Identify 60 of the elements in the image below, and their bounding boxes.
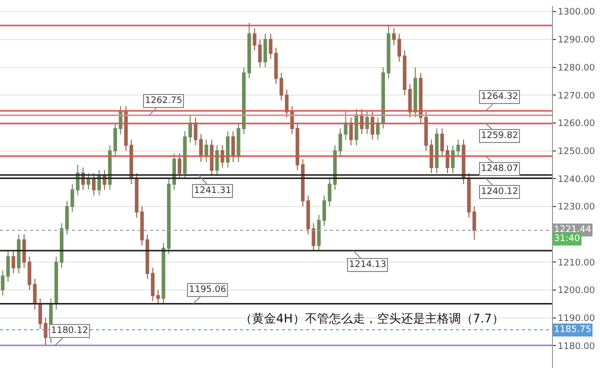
candlestick (418, 72, 423, 124)
y-tick-label: 1260.00 (558, 119, 596, 130)
y-tick-label: 1180.00 (558, 342, 596, 352)
candlestick (365, 111, 369, 135)
candlestick (456, 139, 460, 157)
candlestick (188, 114, 192, 143)
candlestick (92, 172, 96, 196)
candlestick (322, 194, 326, 226)
candlestick (12, 250, 16, 274)
y-tick-label: 1190.00 (558, 314, 596, 324)
candlestick (183, 130, 187, 180)
text: 31:40 (554, 234, 580, 244)
ref-line-label: 1241.31 (194, 186, 232, 196)
ref-line-label: 1180.12 (51, 326, 88, 336)
candlestick (113, 122, 118, 157)
y-tick-label: 1290.00 (558, 36, 596, 46)
candlestick (150, 267, 155, 302)
candlestick (414, 66, 418, 118)
candlestick (156, 290, 160, 304)
candlestick (54, 256, 58, 310)
ref-line-label: 1185.75 (554, 325, 592, 335)
y-tick-label: 1200.00 (558, 286, 596, 296)
candlestick (263, 33, 268, 68)
candlestick (376, 116, 380, 140)
candlestick (97, 170, 101, 196)
candlestick (210, 139, 214, 176)
candlestick (220, 144, 224, 168)
candlestick (178, 153, 182, 180)
ref-line-label: 1264.32 (481, 92, 518, 102)
y-tick-label: 1240.00 (558, 174, 596, 185)
candlestick (397, 33, 402, 62)
candlestick (392, 28, 396, 46)
ref-line-label: 1221.44 (554, 225, 592, 235)
candlestick (231, 130, 235, 162)
candlestick (370, 111, 374, 140)
candlestick (317, 214, 321, 252)
ref-line-label: 1240.12 (481, 187, 518, 197)
candlestick (451, 144, 455, 174)
ref-line-label: 1214.13 (349, 260, 386, 270)
ref-line-label: 1262.75 (145, 96, 182, 106)
y-tick-label: 1270.00 (558, 91, 596, 102)
candlestick (16, 234, 21, 274)
y-tick-label: 1210.00 (558, 258, 596, 268)
candlestick (344, 111, 348, 140)
candlestick (204, 139, 208, 162)
y-tick-label: 1300.00 (558, 8, 596, 18)
candlestick (215, 144, 219, 176)
candlestick (284, 89, 289, 118)
candlestick (226, 130, 230, 168)
candlestick (247, 22, 252, 79)
candlestick (434, 128, 439, 174)
y-tick-label: 1230.00 (558, 202, 596, 213)
y-tick-label: 1280.00 (558, 63, 596, 74)
ref-line-label: 1259.82 (481, 131, 518, 141)
candlestick (86, 172, 90, 190)
ref-line-label: 1195.06 (189, 285, 226, 295)
text: （黄金4H）不管怎么走，空头还是主格调（7.7） (240, 312, 504, 326)
y-tick-label: 1250.00 (558, 146, 596, 157)
candlestick (349, 116, 353, 146)
ref-line-label: 1248.07 (481, 164, 518, 174)
